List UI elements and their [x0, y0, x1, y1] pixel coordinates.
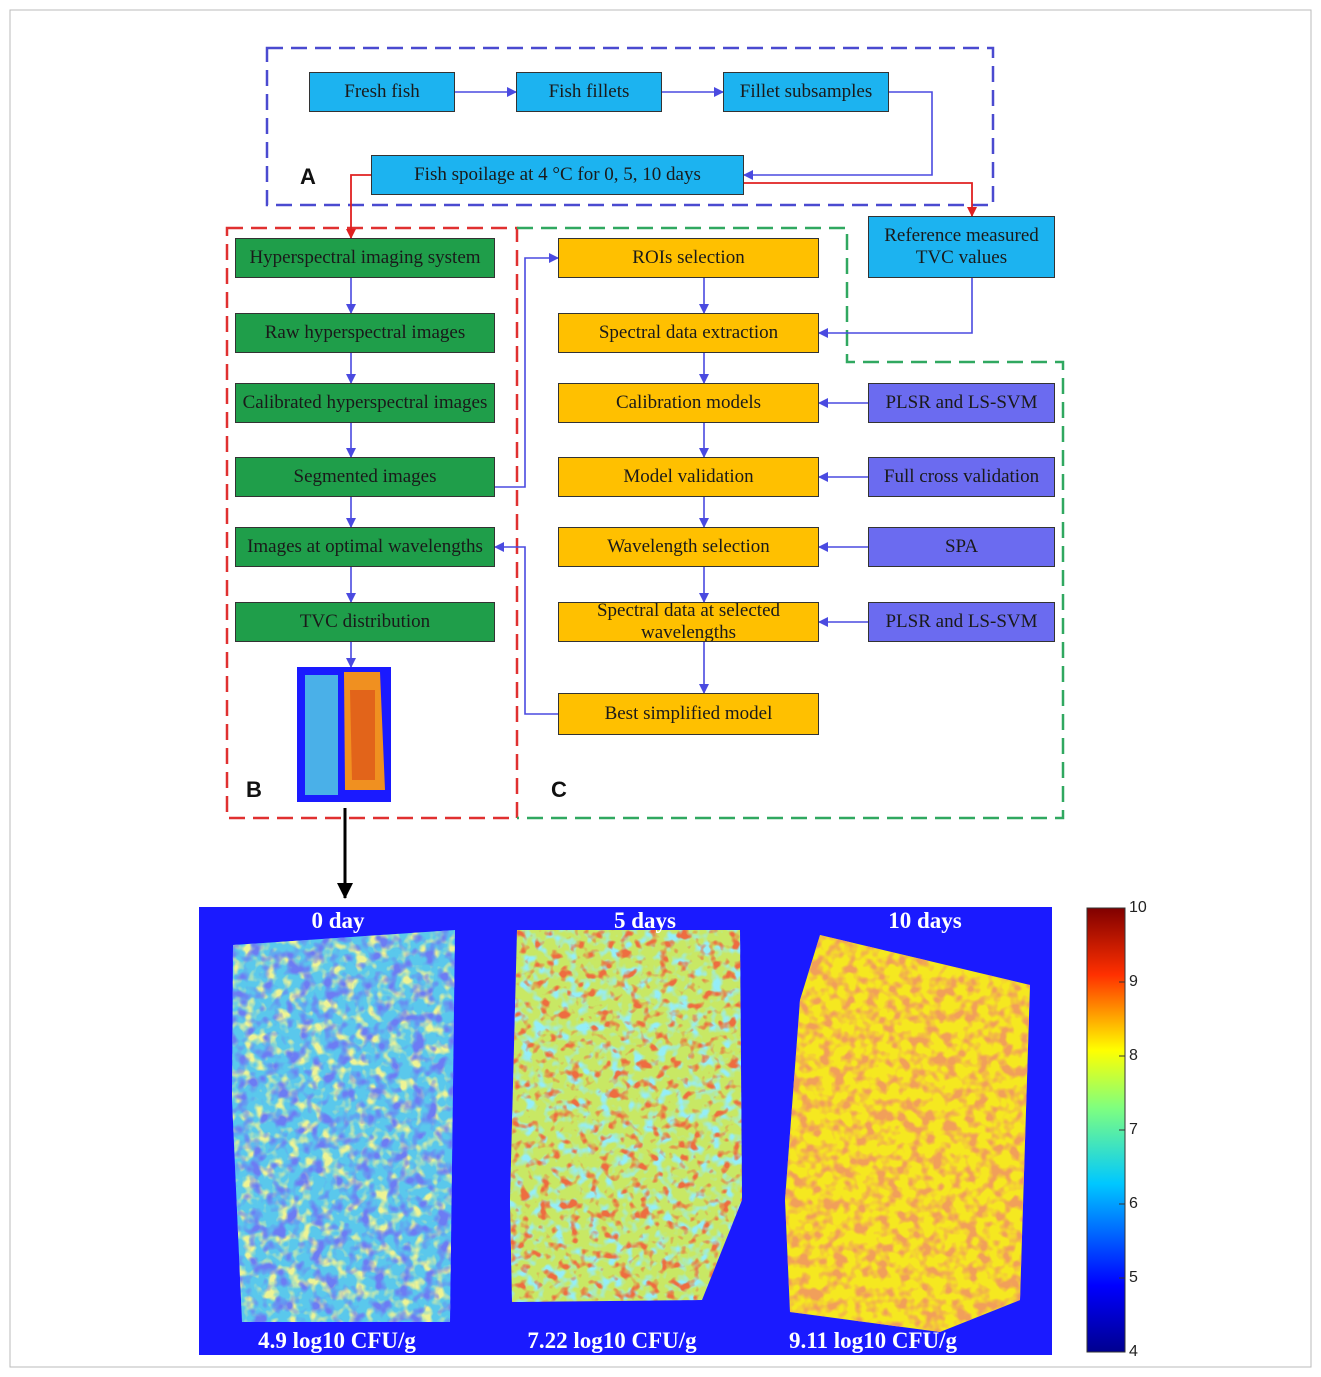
panel-caption: 9.11 log10 CFU/g [789, 1328, 958, 1353]
process-box: SPA [868, 527, 1055, 567]
process-box: Fish spoilage at 4 °C for 0, 5, 10 days [371, 155, 744, 195]
panel-title: 10 days [888, 908, 962, 933]
process-box: Fresh fish [309, 72, 455, 112]
colorbar-label: 7 [1129, 1121, 1138, 1138]
process-box: TVC distribution [235, 602, 495, 642]
process-box: Full cross validation [868, 457, 1055, 497]
heatmap: 0 day 5 days 10 days 4.9 log10 CFU/g 7.2… [199, 907, 1052, 1355]
process-box: PLSR and LS-SVM [868, 602, 1055, 642]
process-box: Images at optimal wavelengths [235, 527, 495, 567]
panel-title: 0 day [311, 908, 365, 933]
process-box: Spectral data extraction [558, 313, 819, 353]
process-box: Segmented images [235, 457, 495, 497]
process-box: Hyperspectral imaging system [235, 238, 495, 278]
process-box: Model validation [558, 457, 819, 497]
diagram-canvas: A B C 0 day 5 days 10 days 4.9 log10 [0, 0, 1321, 1377]
panel-caption: 7.22 log10 CFU/g [527, 1328, 697, 1353]
process-box: Best simplified model [558, 693, 819, 735]
process-box: PLSR and LS-SVM [868, 383, 1055, 423]
section-label: B [246, 777, 262, 802]
thumbnail [297, 667, 391, 802]
panel-title: 5 days [614, 908, 676, 933]
colorbar-label: 10 [1129, 899, 1147, 916]
section-label: A [300, 164, 316, 189]
figure: A B C 0 day 5 days 10 days 4.9 log10 [0, 0, 1321, 1377]
process-box: Raw hyperspectral images [235, 313, 495, 353]
colorbar-label: 8 [1129, 1047, 1138, 1064]
process-box: Fish fillets [516, 72, 662, 112]
section-label: C [551, 777, 567, 802]
process-box: Calibration models [558, 383, 819, 423]
process-box: Fillet subsamples [723, 72, 889, 112]
panel-caption: 4.9 log10 CFU/g [258, 1328, 416, 1353]
colorbar-label: 4 [1129, 1343, 1138, 1360]
colorbar-label: 9 [1129, 973, 1138, 990]
process-box: ROIs selection [558, 238, 819, 278]
process-box: Wavelength selection [558, 527, 819, 567]
colorbar-label: 6 [1129, 1195, 1138, 1212]
colorbar-label: 5 [1129, 1269, 1138, 1286]
process-box: Calibrated hyperspectral images [235, 383, 495, 423]
process-box: Spectral data at selected wavelengths [558, 602, 819, 642]
process-box: Reference measured TVC values [868, 216, 1055, 278]
